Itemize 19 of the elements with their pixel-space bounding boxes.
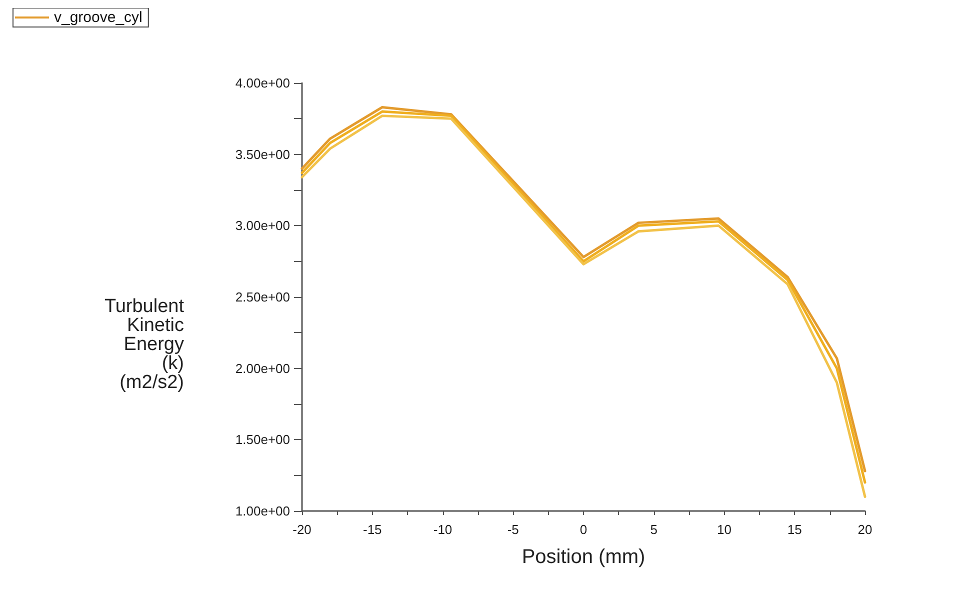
y-axis-title: Turbulent Kinetic Energy (k) (m2/s2) [104,296,185,393]
y-tick-label: 1.00e+00 [235,504,290,518]
x-tick-label: -10 [433,522,452,537]
y-tick-label: 2.50e+00 [235,290,290,304]
y-tick-label: 3.00e+00 [235,218,290,234]
legend-label: v_groove_cyl [54,9,142,26]
x-tick-label: 15 [787,522,802,537]
x-tick-label: 20 [858,522,872,537]
x-axis-title: Position (mm) [522,546,646,568]
x-tick-label: 0 [580,522,588,537]
y-tick-label: 3.50e+00 [235,146,290,162]
y-tick-label: 4.00e+00 [235,76,290,90]
y-tick-label: 2.00e+00 [235,360,290,376]
x-tick-label: 10 [717,522,732,537]
x-tick-label: -15 [362,522,382,537]
x-tick-label: 5 [650,522,658,537]
y-tick-label: 1.50e+00 [235,432,290,448]
x-tick-label: -5 [507,522,519,537]
x-tick-label: -20 [292,522,312,537]
